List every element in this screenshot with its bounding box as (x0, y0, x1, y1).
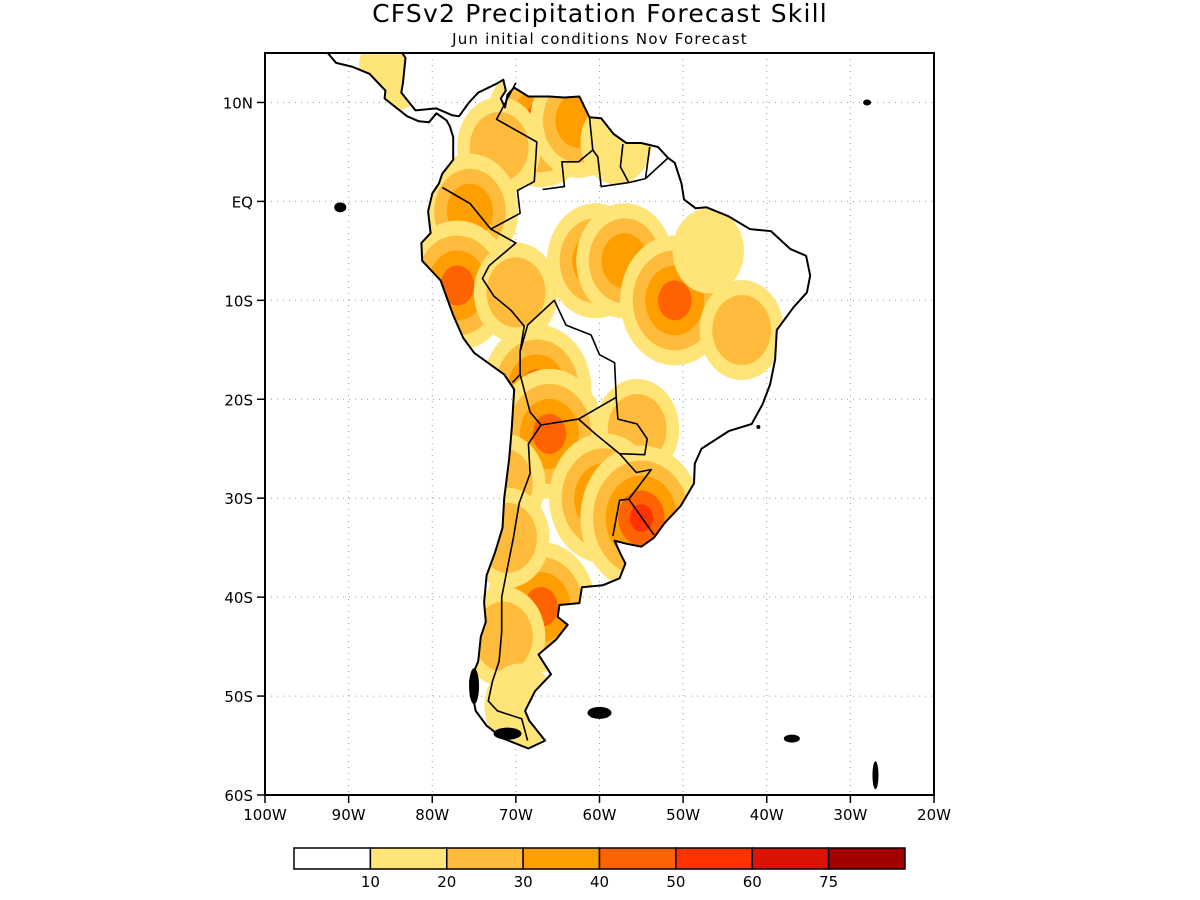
lat-tick-label: 40S (224, 589, 253, 607)
colorbar-bin (293, 847, 372, 870)
country-borders (441, 82, 669, 741)
lat-tick-label: EQ (232, 193, 253, 211)
colorbar-tick-label: 40 (590, 873, 609, 891)
colorbar-tick-label: 30 (514, 873, 533, 891)
island (334, 202, 347, 213)
island (587, 706, 612, 719)
island (756, 424, 761, 429)
island (783, 734, 800, 743)
skill-contour (712, 295, 772, 366)
skill-contour (657, 280, 692, 321)
skill-contour (440, 265, 475, 306)
lon-tick-label: 30W (833, 806, 867, 824)
lat-tick-label: 50S (224, 688, 253, 706)
colorbar-tick-label: 60 (743, 873, 762, 891)
island (469, 668, 480, 705)
lat-tick-label: 60S (224, 787, 253, 805)
colorbar-tick-label: 20 (437, 873, 456, 891)
south-america-coastline (326, 53, 812, 750)
lon-tick-label: 50W (666, 806, 700, 824)
map-subtitle: Jun initial conditions Nov Forecast (451, 30, 748, 48)
lon-tick-label: 70W (499, 806, 533, 824)
island (872, 761, 879, 790)
map-title: CFSv2 Precipitation Forecast Skill (372, 0, 828, 28)
latitude-axis: 10N EQ 10S 20S 30S 40S 50S 60S (223, 94, 265, 805)
skill-shading (358, 53, 784, 749)
lon-tick-label: 100W (243, 806, 287, 824)
skill-contour (486, 257, 546, 328)
skill-contour (672, 208, 744, 294)
skill-contour (478, 502, 537, 573)
longitude-axis: 100W 90W 80W 70W 60W 50W 40W 30W 20W (243, 795, 951, 824)
skill-contour (358, 53, 431, 111)
lat-tick-label: 30S (224, 490, 253, 508)
colorbar-tick-label: 50 (666, 873, 685, 891)
colorbar-tick-label: 10 (361, 873, 380, 891)
islands (334, 99, 879, 790)
lon-tick-label: 80W (415, 806, 449, 824)
lon-tick-label: 90W (332, 806, 366, 824)
colorbar-bin (675, 847, 753, 870)
lon-tick-label: 60W (583, 806, 617, 824)
colorbar-bin (522, 847, 601, 870)
colorbar-bin (827, 847, 906, 870)
lat-tick-label: 10S (224, 292, 253, 310)
island (493, 727, 522, 740)
lon-tick-label: 20W (917, 806, 951, 824)
lat-tick-label: 10N (223, 94, 253, 112)
skill-contour (473, 601, 533, 672)
colorbar-bin (369, 847, 448, 870)
lon-tick-label: 40W (750, 806, 784, 824)
colorbar-bin (751, 847, 830, 870)
lat-tick-label: 20S (224, 391, 253, 409)
colorbar-bin (446, 847, 524, 870)
colorbar-tick-label: 75 (819, 873, 838, 891)
map-plot-area (265, 53, 934, 795)
island (863, 99, 872, 106)
colorbar-bin (598, 847, 677, 870)
colorbar: 10 20 30 40 50 60 75 (293, 847, 906, 891)
